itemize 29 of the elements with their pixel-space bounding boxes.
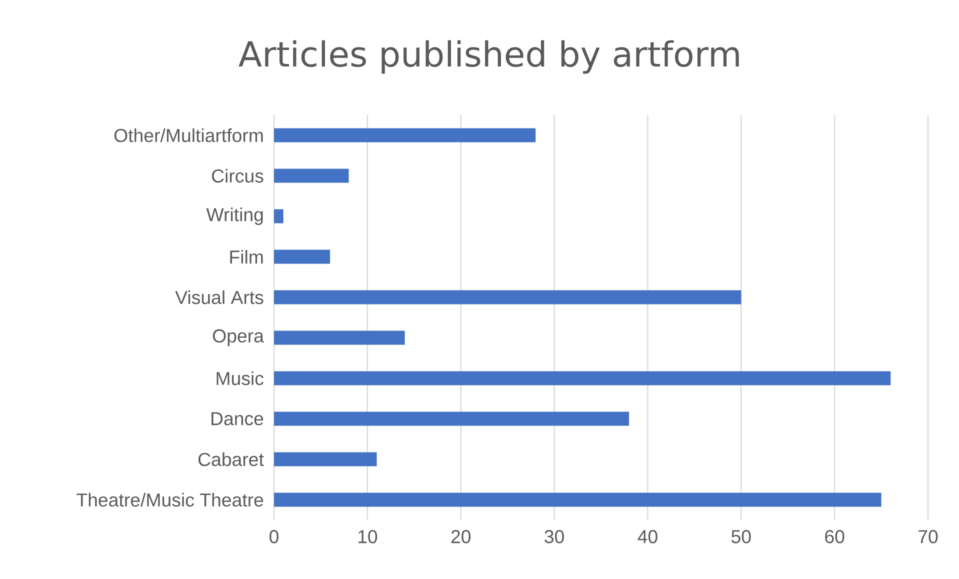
bar xyxy=(274,209,284,224)
bar xyxy=(274,412,630,426)
y-tick-label: Writing xyxy=(206,208,263,225)
y-tick-label: Visual Arts xyxy=(175,290,264,304)
y-tick-label: Dance xyxy=(212,412,264,426)
x-tick-label: 20 xyxy=(451,530,471,544)
bar xyxy=(274,290,742,304)
y-tick-label: Music xyxy=(216,371,264,386)
bar xyxy=(274,371,891,386)
x-tick-label: 60 xyxy=(825,530,844,544)
bar xyxy=(274,168,349,183)
x-tick-label: 70 xyxy=(918,530,938,544)
y-tick-label: Circus xyxy=(212,168,264,183)
bar xyxy=(274,128,536,142)
bar xyxy=(274,492,882,507)
y-tick-label: Opera xyxy=(212,329,264,346)
y-tick-label: Film xyxy=(230,250,263,264)
x-tick-label: 0 xyxy=(270,530,278,544)
bar xyxy=(274,330,405,345)
y-tick-label: Other/Multiartform xyxy=(114,128,263,142)
bar xyxy=(274,250,330,264)
y-tick-label: Cabaret xyxy=(198,452,264,466)
bar xyxy=(274,452,377,466)
x-tick-label: 50 xyxy=(732,530,751,544)
x-tick-label: 30 xyxy=(544,530,564,544)
x-tick-label: 10 xyxy=(358,530,378,544)
x-tick-label: 40 xyxy=(638,530,658,544)
chart-title: Articles published by artform xyxy=(238,40,739,74)
y-tick-label: Theatre/Music Theatre xyxy=(76,492,264,507)
